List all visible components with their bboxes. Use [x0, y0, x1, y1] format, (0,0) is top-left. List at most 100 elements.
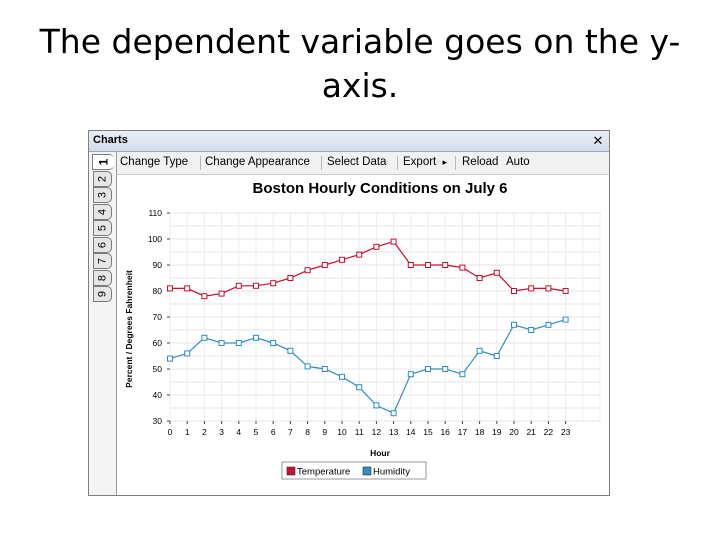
x-tick-label: 16	[440, 427, 450, 437]
tab-chart-8[interactable]: 8	[93, 269, 112, 286]
data-point-temperature	[476, 275, 483, 281]
y-tick-label: 90	[153, 260, 163, 270]
x-tick-label: 13	[389, 427, 399, 437]
x-tick-label: 0	[168, 427, 173, 437]
data-point-temperature	[287, 275, 294, 281]
data-point-humidity	[235, 340, 242, 346]
tab-label: 8	[96, 274, 109, 281]
tab-chart-3[interactable]: 3	[93, 187, 112, 203]
tab-chart-2[interactable]: 2	[93, 170, 112, 187]
y-tick-label: 100	[148, 234, 162, 244]
data-point-humidity	[511, 321, 517, 328]
data-point-temperature	[511, 288, 517, 294]
data-point-temperature	[304, 267, 311, 274]
data-point-temperature	[459, 264, 466, 271]
select-data-button[interactable]: Select Data	[327, 156, 387, 168]
x-tick-label: 4	[236, 427, 241, 437]
y-tick-label: 60	[153, 338, 163, 348]
data-point-humidity	[562, 316, 569, 323]
tab-chart-7[interactable]: 7	[93, 253, 112, 269]
data-point-humidity	[339, 373, 345, 380]
data-point-humidity	[253, 334, 259, 341]
data-point-temperature	[442, 262, 449, 268]
x-tick-label: 18	[475, 427, 485, 437]
reload-button[interactable]: Reload	[462, 156, 499, 168]
y-axis-label: Percent / Degrees Fahrenheit	[124, 270, 134, 388]
data-point-temperature	[373, 243, 380, 250]
legend-label: Temperature	[297, 467, 350, 478]
chart-toolbar: Change Type Change Appearance Select Dat…	[117, 152, 609, 175]
export-label: Export	[403, 156, 437, 168]
data-point-humidity	[218, 340, 225, 346]
x-tick-label: 17	[458, 427, 468, 437]
auto-button[interactable]: Auto	[506, 156, 530, 168]
legend-label: Humidity	[373, 467, 410, 478]
toolbar-divider	[397, 156, 398, 170]
tab-label: 2	[96, 175, 109, 182]
data-point-humidity	[321, 366, 328, 372]
tab-chart-4[interactable]: 4	[93, 203, 112, 220]
legend-swatch	[286, 466, 296, 476]
tab-label: 3	[96, 191, 109, 199]
data-point-humidity	[270, 340, 277, 346]
chevron-right-icon: ▸	[442, 157, 447, 167]
data-point-humidity	[304, 363, 311, 370]
x-tick-label: 2	[202, 427, 207, 437]
legend-box	[281, 461, 427, 480]
data-point-humidity	[373, 402, 380, 409]
x-tick-label: 9	[322, 427, 327, 437]
toolbar-divider	[455, 156, 456, 170]
chart-tab-strip: 1 2 3 4 5 6 7 8 9	[89, 152, 117, 495]
x-tick-label: 14	[406, 427, 416, 437]
y-tick-label: 40	[153, 390, 163, 400]
data-point-humidity	[201, 334, 208, 341]
tab-chart-5[interactable]: 5	[93, 220, 112, 236]
x-tick-label: 6	[271, 427, 276, 437]
y-tick-label: 110	[148, 208, 162, 218]
x-tick-label: 3	[219, 427, 224, 437]
data-point-temperature	[407, 262, 414, 268]
tab-chart-9[interactable]: 9	[93, 286, 112, 302]
x-tick-label: 8	[305, 427, 310, 437]
x-axis-label: Hour	[370, 448, 391, 458]
slide-title: The dependent variable goes on the y-axi…	[39, 22, 681, 105]
x-tick-label: 23	[561, 427, 571, 437]
data-point-humidity	[442, 366, 449, 372]
data-point-humidity	[493, 353, 500, 359]
data-point-humidity	[476, 347, 483, 354]
chart-title: Boston Hourly Conditions on July 6	[253, 180, 508, 197]
tab-label: 6	[96, 241, 109, 248]
data-point-humidity	[390, 410, 397, 417]
tab-label: 4	[96, 208, 109, 215]
tab-chart-1[interactable]: 1	[92, 154, 114, 170]
data-point-temperature	[201, 293, 208, 300]
data-point-temperature	[545, 285, 552, 292]
change-type-button[interactable]: Change Type	[120, 156, 189, 168]
charts-window: Charts ✕ Change Type Change Appearance S…	[88, 130, 610, 496]
toolbar-divider	[200, 156, 201, 170]
export-menu-button[interactable]: Export ▸	[403, 156, 447, 168]
data-point-humidity	[459, 371, 466, 378]
chart-area: Boston Hourly Conditions on July 6 30 40 50…	[117, 175, 609, 495]
data-point-humidity	[407, 371, 414, 378]
data-point-temperature	[528, 285, 535, 292]
tab-chart-6[interactable]: 6	[93, 236, 112, 253]
x-tick-label: 20	[509, 427, 519, 437]
data-point-temperature	[356, 251, 363, 258]
x-tick-label: 1	[185, 427, 190, 437]
data-point-temperature	[253, 282, 259, 289]
window-titlebar[interactable]: Charts ✕	[89, 131, 609, 152]
data-point-temperature	[235, 282, 242, 289]
x-tick-label: 10	[337, 427, 347, 437]
change-appearance-button[interactable]: Change Appearance	[205, 156, 310, 168]
data-point-humidity	[167, 355, 173, 362]
data-point-temperature	[390, 238, 397, 245]
tab-label: 5	[96, 224, 109, 232]
toolbar-divider	[321, 156, 322, 170]
data-point-humidity	[545, 321, 552, 328]
data-point-temperature	[218, 290, 225, 297]
x-tick-label: 19	[492, 427, 502, 437]
x-tick-label: 21	[526, 427, 536, 437]
data-point-temperature	[184, 285, 191, 292]
close-icon[interactable]: ✕	[592, 133, 604, 148]
